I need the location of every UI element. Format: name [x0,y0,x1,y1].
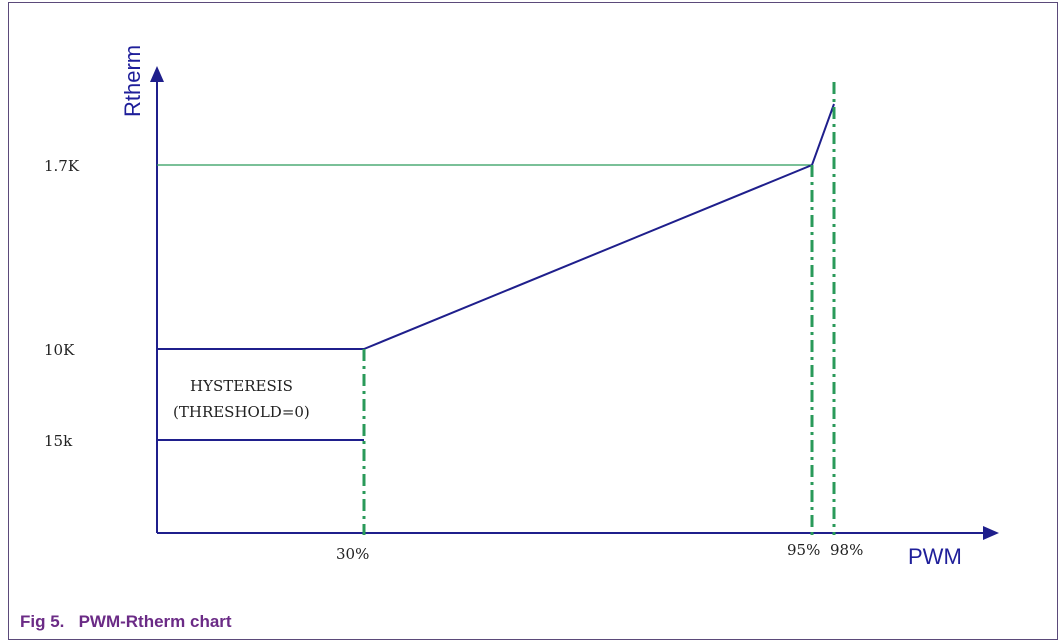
figure-caption: Fig 5. PWM-Rtherm chart [20,612,232,632]
pwm-curve [363,103,835,350]
x-axis-title: PWM [908,544,962,569]
y-axis-title: Rtherm [120,45,145,117]
y-tick-10k: 10K [44,341,75,359]
y-tick-15k: 15k [44,432,73,450]
y-tick-1-7k: 1.7K [44,157,80,175]
figure-number: Fig 5. [20,612,65,631]
x-tick-95: 95% [787,541,820,559]
x-axis-arrowhead [983,526,999,540]
threshold-label: (THRESHOLD=0) [173,403,310,421]
x-tick-98: 98% [830,541,863,559]
hysteresis-label: HYSTERESIS [190,377,293,395]
x-tick-30: 30% [336,545,369,563]
y-axis-arrowhead [150,66,164,82]
figure-title: PWM-Rtherm chart [78,612,232,631]
